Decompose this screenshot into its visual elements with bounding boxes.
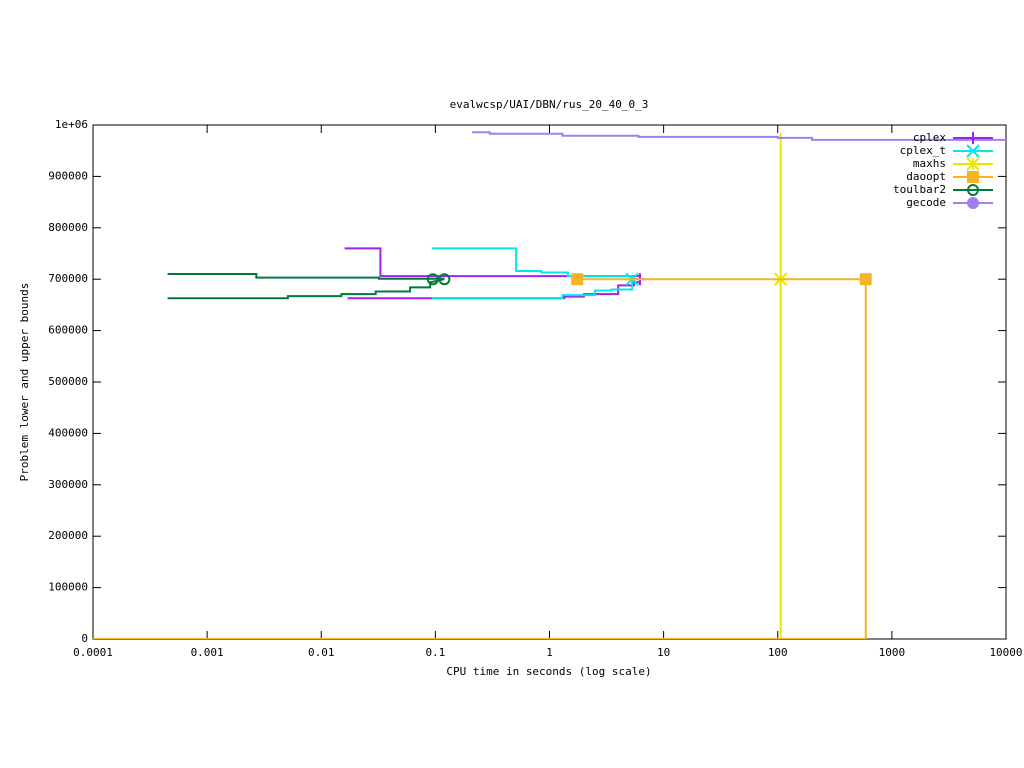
series-line (93, 278, 867, 639)
x-tick-label: 10000 (989, 646, 1022, 659)
x-tick-label: 0.0001 (73, 646, 113, 659)
plot-area (93, 131, 1006, 639)
legend-label: maxhs (913, 157, 946, 170)
marker (967, 132, 979, 144)
legend-label: cplex_t (900, 144, 946, 157)
marker (966, 157, 980, 171)
y-tick-label: 300000 (48, 478, 88, 491)
y-tick-label: 1e+06 (55, 118, 88, 131)
marker (967, 171, 979, 183)
legend-label: gecode (906, 196, 946, 209)
legend-label: toulbar2 (893, 183, 946, 196)
y-tick-label: 600000 (48, 324, 88, 337)
x-tick-label: 1000 (879, 646, 906, 659)
y-axis-label: Problem lower and upper bounds (18, 283, 31, 482)
x-axis-label: CPU time in seconds (log scale) (446, 665, 651, 678)
x-tick-label: 1 (546, 646, 553, 659)
marker (966, 144, 980, 158)
legend-label: daoopt (906, 170, 946, 183)
marker (967, 184, 979, 196)
y-tick-label: 400000 (48, 426, 88, 439)
marker (571, 273, 584, 286)
legend-label: cplex (913, 131, 946, 144)
marker (426, 273, 439, 286)
series-line (431, 247, 634, 300)
x-tick-label: 0.01 (308, 646, 335, 659)
series-line (472, 131, 1006, 141)
y-tick-label: 700000 (48, 272, 88, 285)
series-line (93, 132, 782, 639)
y-tick-label: 100000 (48, 581, 88, 594)
marker (438, 273, 451, 286)
y-tick-label: 800000 (48, 221, 88, 234)
y-tick-label: 200000 (48, 529, 88, 542)
marker (967, 197, 979, 209)
x-tick-label: 0.1 (425, 646, 445, 659)
x-tick-label: 100 (768, 646, 788, 659)
y-tick-label: 0 (81, 632, 88, 645)
chart-title: evalwcsp/UAI/DBN/rus_20_40_0_3 (450, 98, 649, 111)
x-tick-label: 10 (657, 646, 670, 659)
y-tick-label: 500000 (48, 375, 88, 388)
series-line (167, 273, 445, 300)
marker (859, 273, 872, 286)
y-tick-label: 900000 (48, 169, 88, 182)
x-tick-label: 0.001 (191, 646, 224, 659)
